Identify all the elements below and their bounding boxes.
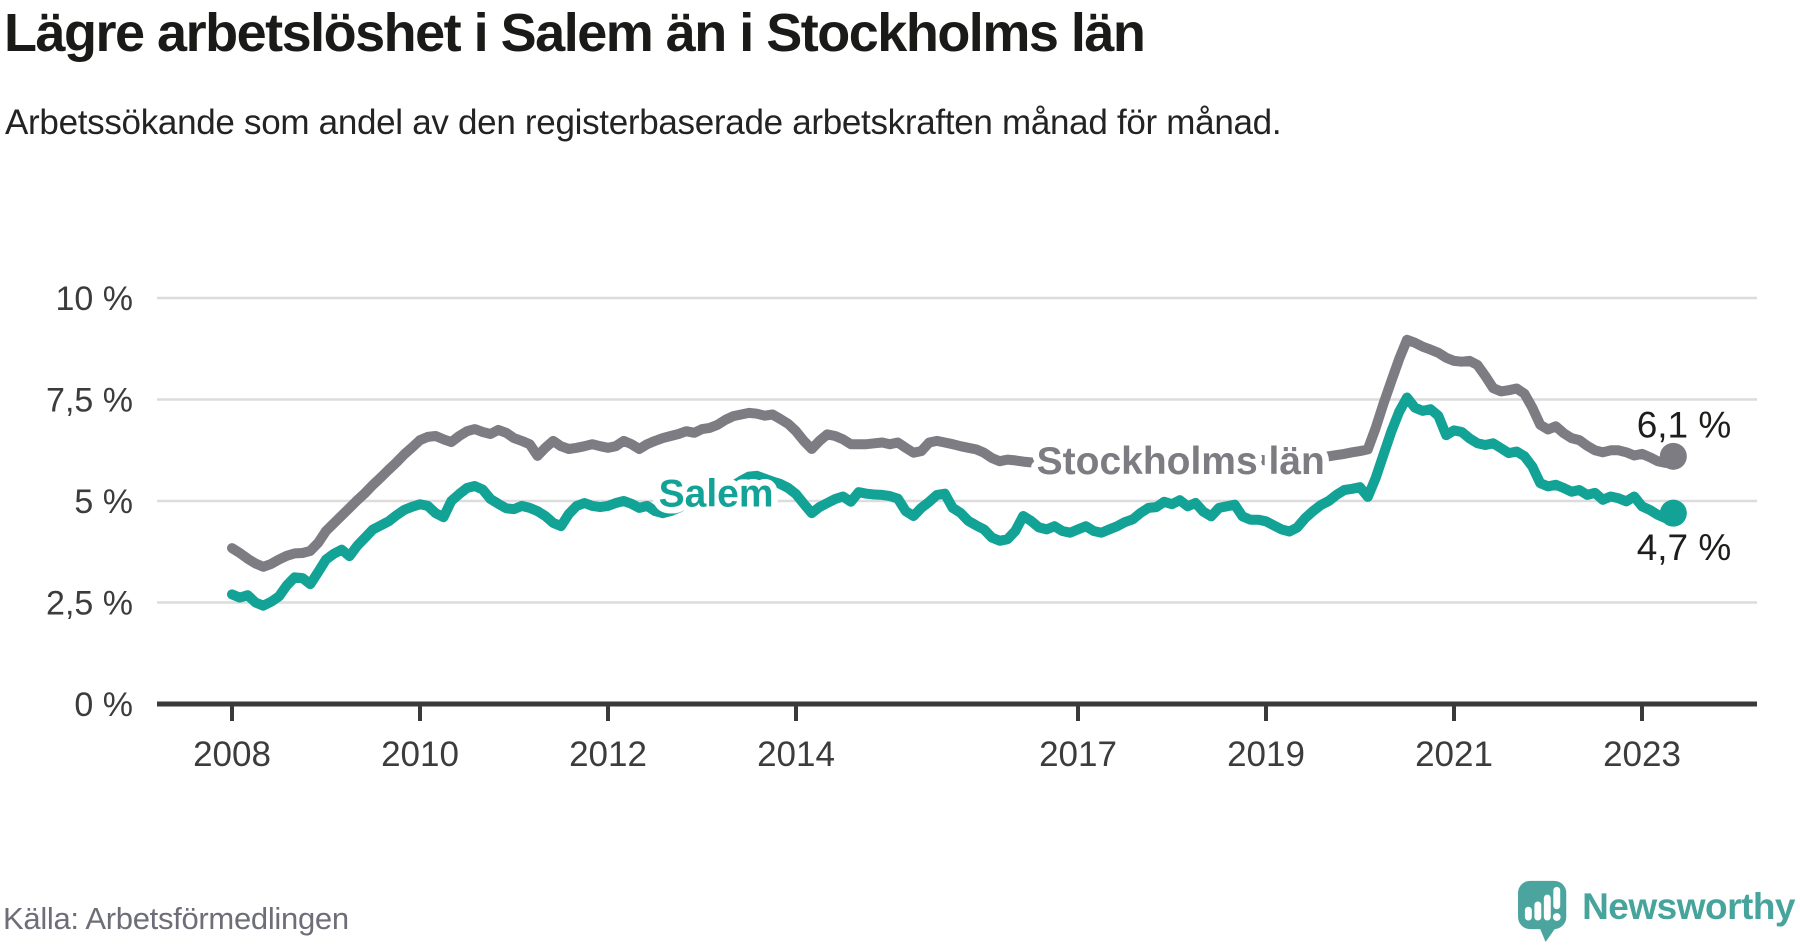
x-tick-label: 2008 (193, 735, 271, 774)
gridlines (157, 296, 1757, 604)
end-value-labels: 6,1 % 4,7 % (1637, 404, 1732, 568)
end-value-label: 6,1 % (1637, 404, 1732, 445)
x-axis-labels: 2008 2010 2012 2014 2017 2019 2021 2023 (193, 735, 1681, 774)
chart-title: Lägre arbetslöshet i Salem än i Stockhol… (4, 3, 1146, 63)
y-tick-label: 5 % (74, 483, 133, 521)
series-line-salem (227, 392, 1679, 611)
end-value-label: 4,7 % (1637, 527, 1732, 568)
series-label: Salem (659, 473, 774, 516)
newsworthy-bubble-chart-icon (1518, 880, 1567, 942)
x-tick-label: 2019 (1227, 735, 1305, 774)
source-note: Källa: Arbetsförmedlingen (3, 901, 349, 936)
chart-subtitle: Arbetssökande som andel av den registerb… (5, 103, 1282, 142)
unemployment-line-chart: 10 % 7,5 % 5 % 2,5 % 0 % 2008 2010 2012 2014 201… (46, 280, 1757, 774)
y-tick-label: 0 % (74, 686, 133, 724)
y-tick-label: 7,5 % (46, 382, 133, 420)
x-axis (157, 701, 1757, 721)
x-tick-label: 2023 (1603, 735, 1681, 774)
x-tick-label: 2010 (381, 735, 459, 774)
brand-logo: Newsworthy (1517, 880, 1795, 942)
brand-name: Newsworthy (1582, 886, 1795, 927)
series-end-dot (1659, 442, 1687, 470)
x-tick-label: 2012 (569, 735, 647, 774)
series-label: Stockholms län (1037, 440, 1325, 483)
series-end-dot (1659, 499, 1687, 527)
x-tick-label: 2021 (1415, 735, 1493, 774)
y-axis-labels: 10 % 7,5 % 5 % 2,5 % 0 % (46, 280, 133, 724)
y-tick-label: 10 % (56, 280, 134, 318)
x-tick-label: 2017 (1039, 735, 1117, 774)
series-line-stockholms-l-n (227, 334, 1679, 572)
series-inline-labels: Stockholms län Salem (652, 433, 1331, 522)
series-lines (227, 334, 1687, 611)
y-tick-label: 2,5 % (46, 585, 133, 623)
x-tick-label: 2014 (757, 735, 835, 774)
